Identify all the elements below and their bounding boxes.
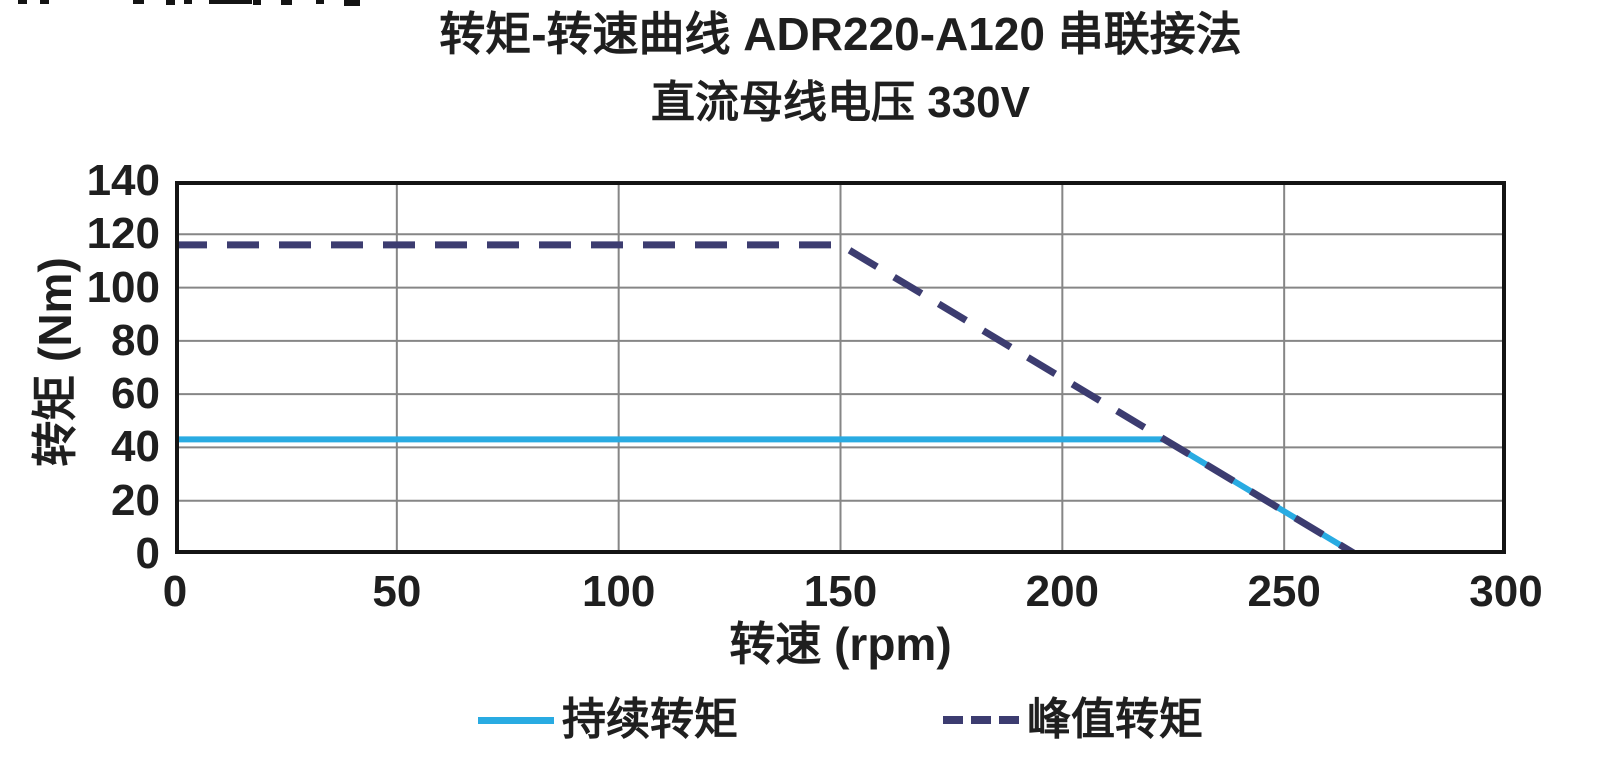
peak-line-swatch: [943, 716, 1019, 725]
x-tick-label: 200: [1025, 567, 1100, 616]
plot-area: [175, 181, 1506, 554]
y-tick-label: 100: [86, 262, 160, 312]
legend: 持续转矩 峰值转矩: [175, 695, 1506, 744]
x-tick-label: 300: [1469, 567, 1543, 616]
legend-label-continuous: 持续转矩: [562, 695, 738, 744]
chart-subtitle: 直流母线电压 330V: [651, 78, 1030, 127]
plot-border: [175, 181, 1506, 554]
y-tick-label: 60: [111, 369, 160, 419]
legend-item-peak: 峰值转矩: [943, 695, 1203, 744]
x-tick-label: 150: [803, 567, 878, 616]
y-tick-label: 140: [86, 156, 160, 205]
x-axis-title: 转速 (rpm): [729, 618, 952, 670]
x-tick-label: 100: [581, 567, 656, 616]
series-line-1: [175, 241, 1358, 554]
chart-title: 转矩-转速曲线 ADR220-A120 串联接法: [439, 8, 1242, 60]
y-tick-label: 40: [111, 422, 160, 472]
legend-item-continuous: 持续转矩: [478, 695, 738, 744]
y-tick-label: 120: [86, 209, 160, 259]
x-tick-label: 0: [162, 567, 188, 616]
continuous-line-swatch: [478, 716, 554, 724]
x-tick-label: 50: [372, 567, 422, 616]
grid-lines: [175, 181, 1506, 554]
series-line-0: [175, 436, 1357, 554]
y-tick-label: 0: [135, 529, 160, 578]
y-tick-label: 80: [111, 315, 160, 365]
legend-label-peak: 峰值转矩: [1027, 695, 1203, 744]
y-tick-label: 20: [111, 475, 160, 525]
x-tick-label: 250: [1247, 567, 1321, 616]
